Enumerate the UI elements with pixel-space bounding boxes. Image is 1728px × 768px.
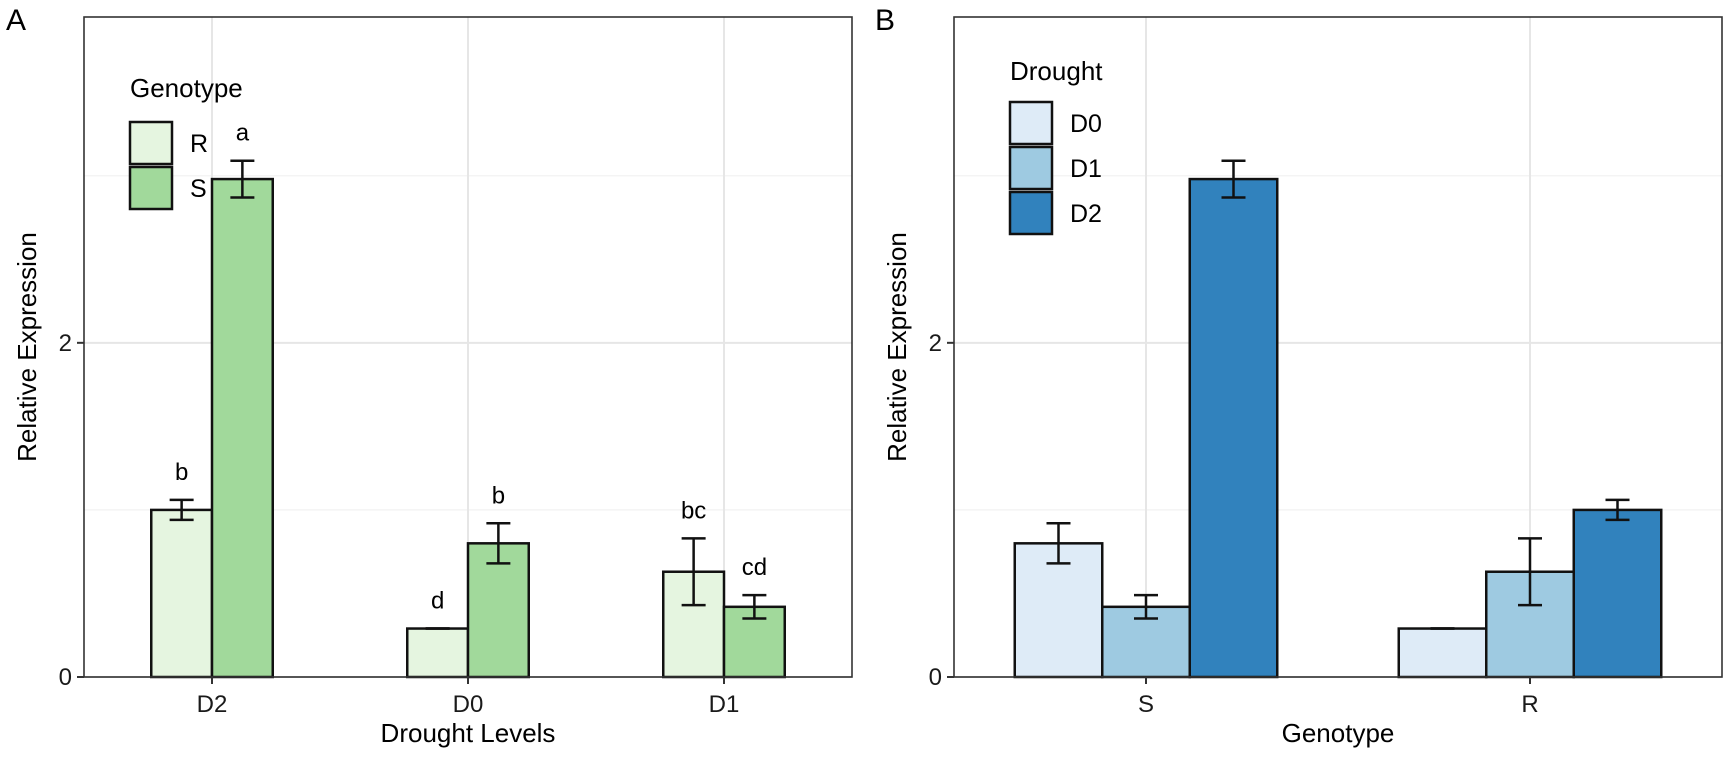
- bars: [1013, 159, 1663, 679]
- x-tick-label: D1: [709, 691, 740, 718]
- panel-letter: B: [875, 4, 895, 37]
- y-axis-title: Relative Expression: [882, 232, 912, 462]
- significance-label: b: [175, 459, 188, 486]
- error-bar: [230, 159, 255, 199]
- panel-letter: A: [6, 4, 26, 37]
- error-bar: [1518, 537, 1542, 607]
- error-bar: [1046, 522, 1071, 565]
- bar-d2-r: [1572, 508, 1663, 679]
- legend-item-d1: D1: [1008, 145, 1102, 191]
- x-tick-label: D2: [197, 691, 228, 718]
- error-bar: [1221, 159, 1246, 199]
- error-bar: [1134, 593, 1158, 620]
- bar-s-d2: [210, 177, 274, 679]
- x-tick-label: S: [1138, 691, 1154, 718]
- bar-r-d0: [406, 627, 470, 679]
- legend-label: R: [190, 130, 208, 158]
- legend-swatch: [1008, 145, 1054, 191]
- y-tick-label: 2: [59, 330, 72, 357]
- legend-item-s: S: [128, 165, 207, 211]
- legend-item-d0: D0: [1008, 100, 1102, 146]
- bar-d0-r: [1397, 627, 1488, 679]
- significance-label: a: [236, 120, 250, 147]
- error-bar: [742, 593, 767, 620]
- bar-r-d2: [150, 508, 214, 679]
- x-axis-title: Genotype: [1282, 718, 1395, 748]
- legend-title: Genotype: [130, 73, 243, 103]
- legend-label: D0: [1070, 110, 1102, 138]
- bar-s-d0: [466, 542, 530, 679]
- significance-label: cd: [742, 554, 767, 581]
- legend-swatch: [1008, 100, 1054, 146]
- legend: Genotype RS: [128, 73, 243, 211]
- x-tick-label: D0: [453, 691, 484, 718]
- significance-label: b: [492, 482, 505, 509]
- x-axis: D2 D0 D1: [197, 677, 740, 718]
- x-tick-label: R: [1521, 691, 1538, 718]
- legend-swatch: [128, 165, 174, 211]
- bar-d2-s: [1188, 177, 1279, 679]
- error-bar: [169, 498, 194, 522]
- panel-border: [953, 16, 1723, 678]
- y-axis: 02: [59, 330, 84, 691]
- legend-title: Drought: [1010, 56, 1103, 86]
- y-axis-title: Relative Expression: [12, 232, 42, 462]
- y-tick-label: 0: [59, 664, 72, 691]
- legend-label: S: [190, 175, 207, 203]
- legend: Drought D0 D1 D2: [1008, 56, 1103, 236]
- y-tick-label: 2: [929, 330, 942, 357]
- y-axis: 02: [929, 330, 954, 691]
- legend-item-d2: D2: [1008, 190, 1102, 236]
- significance-label: d: [431, 588, 444, 615]
- legend-label: D1: [1070, 155, 1102, 183]
- x-axis-title: Drought Levels: [381, 718, 556, 748]
- y-tick-label: 0: [929, 664, 942, 691]
- error-bar: [486, 522, 511, 565]
- significance-label: bc: [681, 497, 706, 524]
- legend-item-r: R: [128, 120, 208, 166]
- error-bar: [681, 537, 706, 607]
- legend-label: D2: [1070, 200, 1102, 228]
- legend-swatch: [128, 120, 174, 166]
- legend-swatch: [1008, 190, 1054, 236]
- error-bar: [1605, 498, 1630, 522]
